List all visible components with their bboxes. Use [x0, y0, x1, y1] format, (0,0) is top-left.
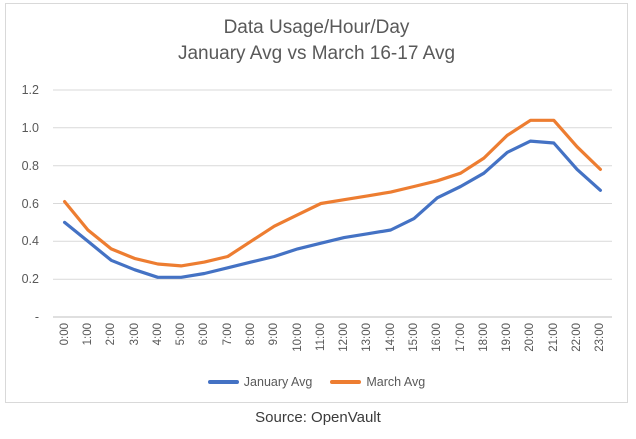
x-axis-tick-label: 22:00 — [571, 323, 584, 352]
y-axis-tick-label: 1.0 — [21, 120, 39, 135]
series-line-january-avg — [63, 139, 603, 279]
x-axis-tick-label: 14:00 — [384, 323, 397, 352]
y-axis-tick-label: 0.2 — [21, 272, 39, 287]
x-axis-tick-label: 7:00 — [221, 323, 234, 346]
source-caption: Source: OpenVault — [255, 409, 381, 426]
x-axis-tick-label: 21:00 — [547, 323, 560, 352]
series-line-march-avg — [63, 118, 603, 268]
x-axis-tick-label: 13:00 — [361, 323, 374, 352]
legend-line-swatch-january — [207, 380, 239, 384]
x-axis-tick-label: 3:00 — [128, 323, 141, 346]
x-axis-tick-label: 10:00 — [291, 323, 304, 352]
x-axis-tick-label: 1:00 — [81, 323, 94, 346]
x-axis-tick-label: 4:00 — [151, 323, 164, 346]
legend-label: March Avg — [366, 375, 426, 389]
x-axis-tick-label: 12:00 — [338, 323, 351, 352]
line-chart: Data Usage/Hour/Day January Avg vs March… — [5, 3, 628, 403]
x-axis: 0:00 1:00 2:00 3:00 4:00 5:00 6:00 7:00 8:00 9:00… — [53, 323, 612, 373]
legend-item-january-avg: January Avg — [207, 375, 313, 389]
chart-title: Data Usage/Hour/Day January Avg vs March… — [6, 15, 627, 67]
y-axis-tick-label: 0.6 — [21, 196, 39, 211]
x-axis-tick-label: 6:00 — [198, 323, 211, 346]
x-axis-tick-label: 8:00 — [244, 323, 257, 346]
y-axis-tick-label: 0.4 — [21, 234, 39, 249]
x-axis-tick-label: 23:00 — [594, 323, 607, 352]
x-axis-tick-label: 15:00 — [408, 323, 421, 352]
x-axis-tick-label: 20:00 — [524, 323, 537, 352]
legend-label: January Avg — [243, 375, 313, 389]
y-axis-tick-label: - — [34, 310, 39, 324]
legend: January Avg March Avg — [6, 373, 627, 391]
x-axis-tick-label: 19:00 — [501, 323, 514, 352]
legend-line-swatch-march — [330, 380, 362, 384]
x-axis-tick-label: 18:00 — [477, 323, 490, 352]
chart-title-line1: Data Usage/Hour/Day — [223, 17, 410, 38]
x-axis-tick-label: 17:00 — [454, 323, 467, 352]
x-axis-tick-label: 16:00 — [431, 323, 444, 352]
y-axis-tick-label: 1.2 — [21, 83, 39, 97]
x-axis-tick-label: 5:00 — [175, 323, 188, 346]
chart-title-line2: January Avg vs March 16-17 Avg — [177, 43, 456, 64]
plot-area — [53, 89, 612, 318]
legend-item-march-avg: March Avg — [330, 375, 425, 389]
x-axis-tick-label: 2:00 — [105, 323, 118, 346]
x-axis-tick-label: 11:00 — [314, 323, 327, 351]
x-axis-tick-label: 0:00 — [58, 323, 71, 346]
y-axis-tick-label: 0.8 — [21, 158, 39, 173]
x-axis-tick-label: 9:00 — [268, 323, 281, 346]
y-axis: - 0.2 0.4 0.6 0.8 1.0 1.2 — [6, 83, 44, 324]
